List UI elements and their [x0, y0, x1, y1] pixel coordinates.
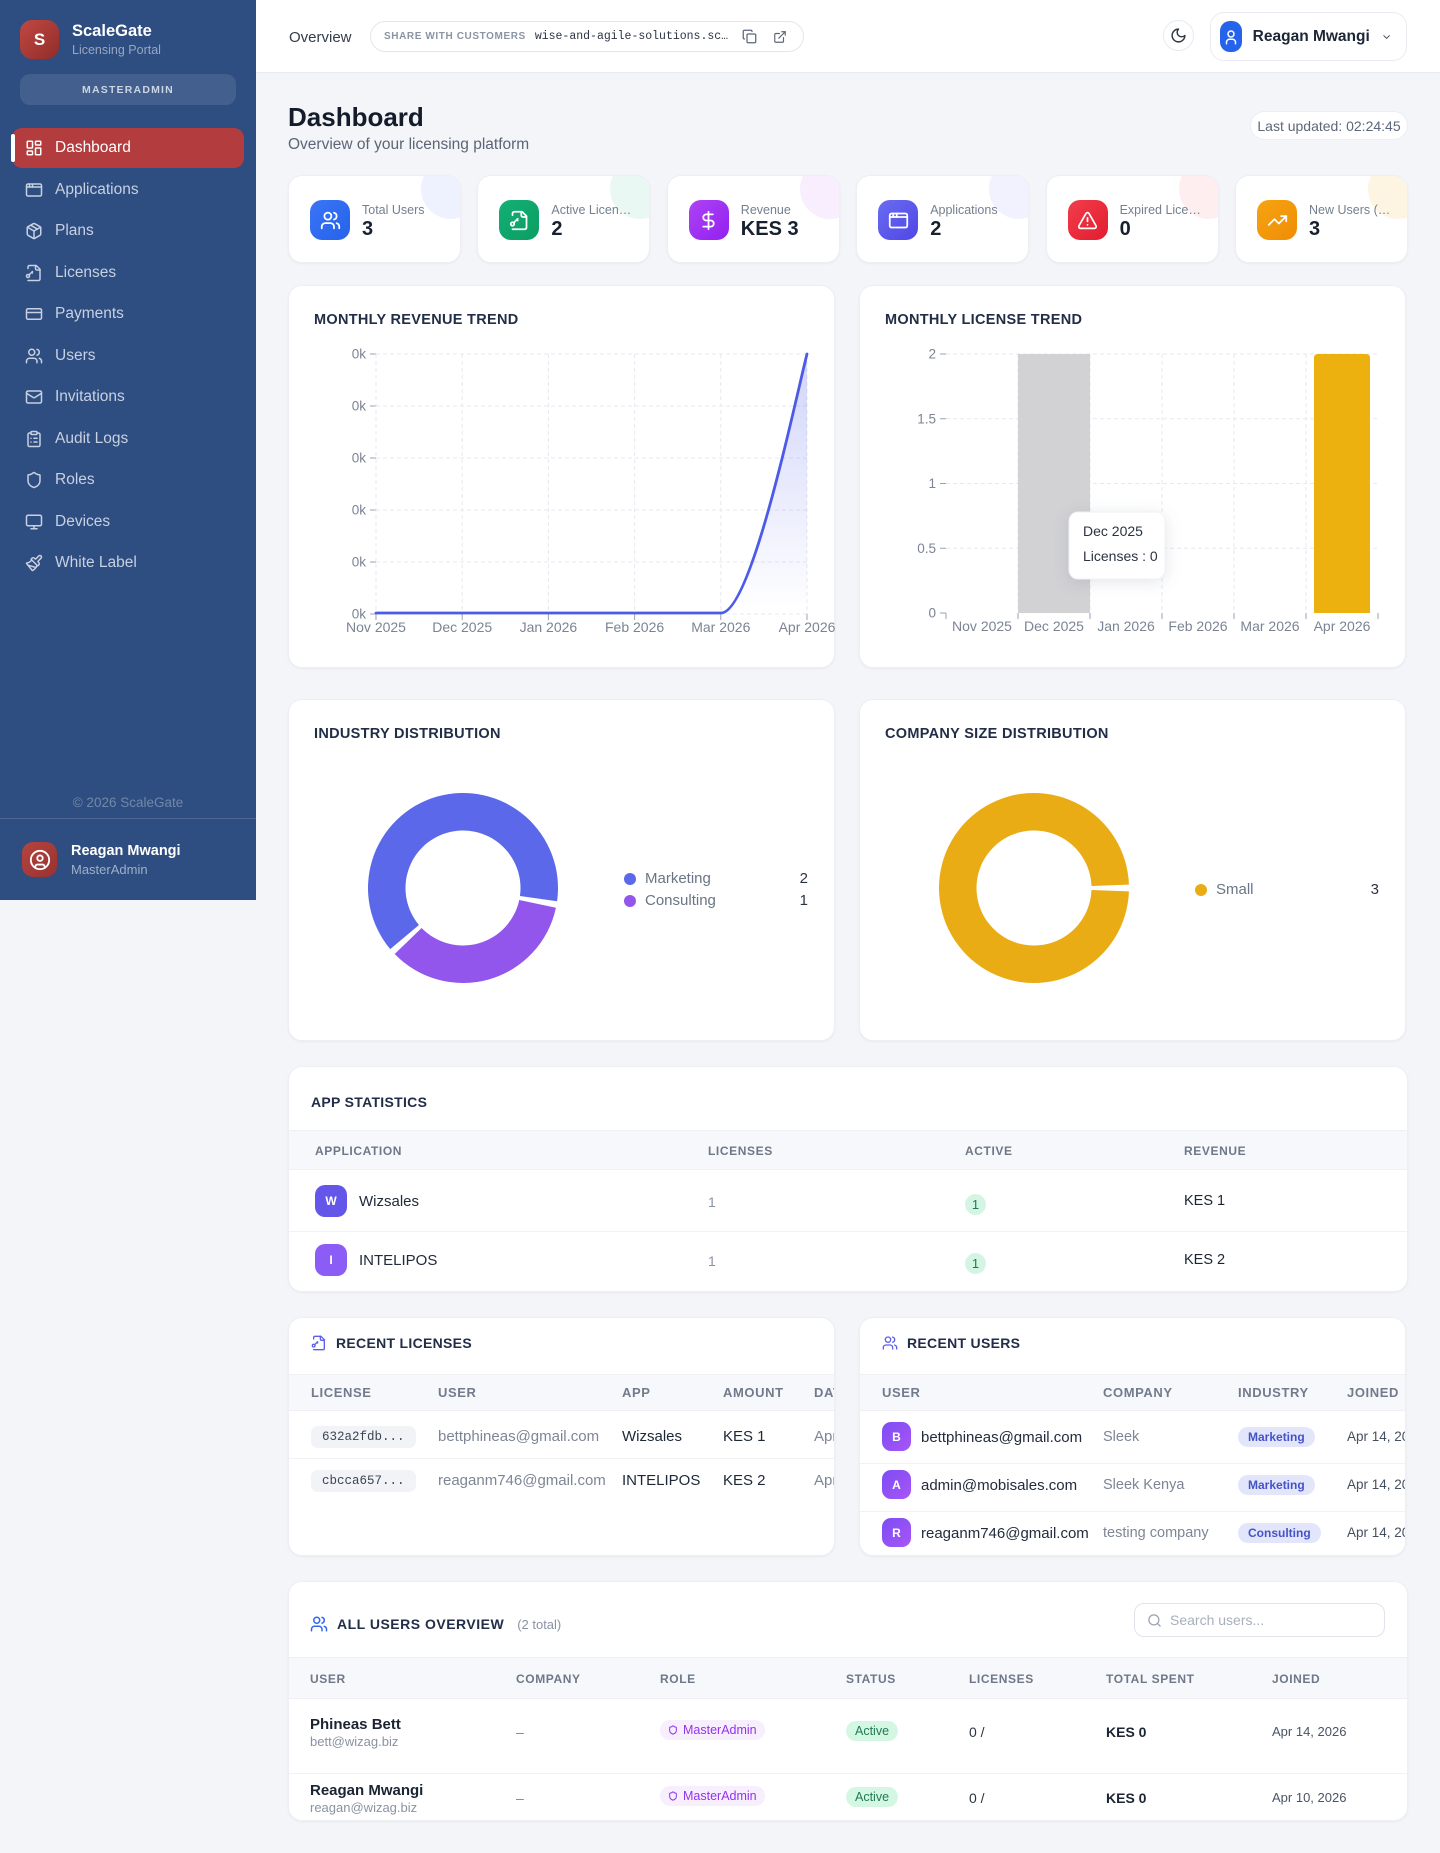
svg-text:0k: 0k [352, 451, 367, 466]
svg-text:Dec 2025: Dec 2025 [1024, 618, 1084, 634]
svg-text:Feb 2026: Feb 2026 [1168, 618, 1227, 634]
svg-text:Apr 2026: Apr 2026 [1314, 618, 1371, 634]
svg-text:0k: 0k [352, 347, 367, 362]
svg-text:0.5: 0.5 [917, 541, 936, 556]
svg-text:Jan 2026: Jan 2026 [1097, 618, 1155, 634]
svg-text:Nov 2025: Nov 2025 [952, 618, 1012, 634]
svg-text:Dec 2025: Dec 2025 [1083, 523, 1143, 539]
svg-text:0k: 0k [352, 503, 367, 518]
svg-text:1: 1 [928, 476, 936, 491]
svg-text:0k: 0k [352, 555, 367, 570]
svg-text:Mar 2026: Mar 2026 [691, 619, 750, 635]
svg-text:Dec 2025: Dec 2025 [432, 619, 492, 635]
svg-text:Feb 2026: Feb 2026 [605, 619, 664, 635]
svg-text:0: 0 [928, 606, 936, 621]
svg-text:2: 2 [928, 347, 936, 362]
svg-text:Jan 2026: Jan 2026 [520, 619, 578, 635]
svg-text:Nov 2025: Nov 2025 [346, 619, 406, 635]
svg-text:Licenses : 0: Licenses : 0 [1083, 548, 1158, 564]
svg-text:0k: 0k [352, 399, 367, 414]
svg-text:0k: 0k [352, 607, 367, 622]
svg-text:Apr 2026: Apr 2026 [779, 619, 836, 635]
svg-text:1.5: 1.5 [917, 411, 936, 426]
svg-text:Mar 2026: Mar 2026 [1240, 618, 1299, 634]
